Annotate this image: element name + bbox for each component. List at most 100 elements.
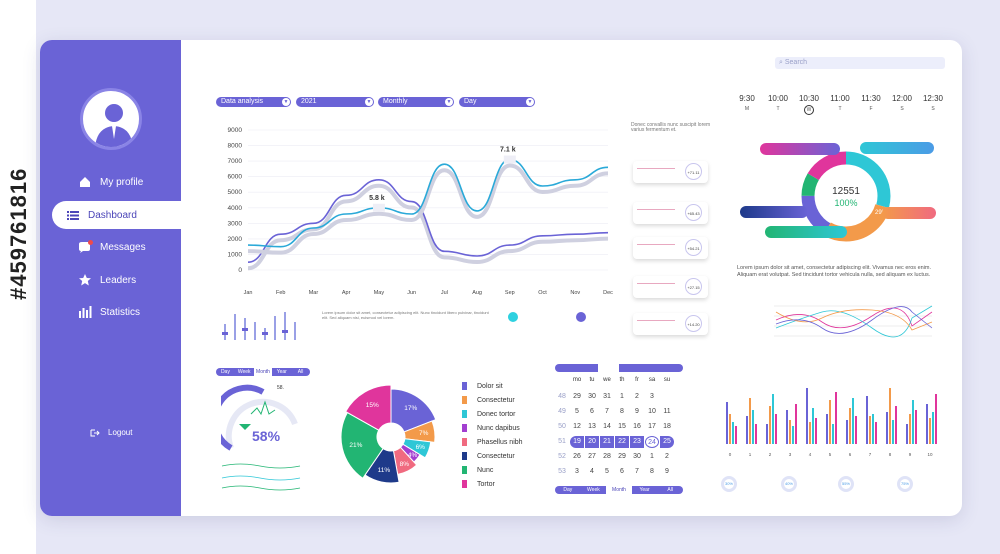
pie-slice-label: 21%: [349, 442, 362, 449]
calendar-day[interactable]: 24: [645, 436, 659, 448]
legend-item: Consectetur: [462, 452, 515, 460]
calendar-day[interactable]: 28: [603, 453, 611, 460]
sidebar-item-statistics[interactable]: Statistics: [40, 298, 181, 326]
tab-month[interactable]: Month: [606, 486, 632, 494]
calendar-day[interactable]: 30: [633, 453, 641, 460]
bar: [786, 410, 788, 444]
pie-chart: 17% 7% 6%4% 8% 11% 21% 15%: [340, 384, 437, 484]
calendar-day[interactable]: 25: [660, 436, 674, 448]
calendar-day[interactable]: 29: [573, 393, 581, 400]
time-slot[interactable]: 11:00 T: [830, 94, 850, 112]
tab-year[interactable]: Year: [639, 487, 650, 493]
search-input[interactable]: ⌕ Search: [775, 57, 945, 69]
calendar-day[interactable]: 9: [665, 468, 669, 475]
calendar-day[interactable]: 1: [650, 453, 654, 460]
bar: [729, 414, 731, 444]
y-tick-label: 0: [238, 267, 242, 274]
calendar-day[interactable]: 7: [605, 408, 609, 415]
bar: [889, 388, 891, 444]
kv-card[interactable]: +71.11: [633, 161, 708, 183]
tab-day[interactable]: Day: [220, 369, 230, 375]
calendar-day[interactable]: 1: [620, 393, 624, 400]
message-icon: [78, 240, 93, 254]
period-select[interactable]: Monthly ▼: [378, 97, 454, 107]
x-tick-label: Oct: [538, 290, 547, 296]
calendar-day[interactable]: 29: [618, 453, 626, 460]
x-tick-label: 8: [889, 452, 892, 457]
tab-year[interactable]: Year: [276, 369, 287, 375]
sidebar-item-dashboard[interactable]: Dashboard: [52, 201, 182, 229]
calendar-day[interactable]: 15: [618, 423, 626, 430]
calendar-day[interactable]: 8: [650, 468, 654, 475]
calendar-day[interactable]: 14: [603, 423, 611, 430]
calendar-day[interactable]: 5: [605, 468, 609, 475]
time-slot[interactable]: 12:30 S: [922, 94, 944, 112]
tab-all[interactable]: All: [297, 369, 304, 375]
time-slot[interactable]: 10:00 T: [767, 94, 789, 112]
calendar-weekday: su: [663, 377, 671, 383]
tab-month[interactable]: Month: [253, 368, 273, 376]
chevron-down-icon: ▼: [526, 98, 534, 106]
calendar-day[interactable]: 23: [630, 436, 644, 448]
time-slot[interactable]: 11:30 F: [861, 94, 881, 112]
calendar-day[interactable]: 5: [575, 408, 579, 415]
bar: [849, 408, 851, 444]
calendar-day[interactable]: 10: [648, 408, 656, 415]
sidebar-item-messages[interactable]: Messages: [40, 233, 181, 261]
bar: [909, 414, 911, 444]
calendar-day[interactable]: 21: [600, 436, 614, 448]
sidebar-item-leaders[interactable]: Leaders: [40, 266, 181, 294]
y-tick-label: 1000: [228, 251, 243, 258]
time-slot[interactable]: 9:30 M: [739, 94, 755, 112]
tab-day[interactable]: Day: [563, 487, 573, 493]
kv-card[interactable]: +27.15: [633, 276, 708, 298]
year-select[interactable]: 2021 ▼: [296, 97, 374, 107]
calendar-day[interactable]: 30: [588, 393, 596, 400]
calendar-weekday: sa: [648, 377, 656, 383]
calendar-day[interactable]: 18: [663, 423, 671, 430]
unit-select[interactable]: Day ▼: [459, 97, 535, 107]
calendar-day[interactable]: 19: [570, 436, 584, 448]
y-tick-label: 4000: [228, 205, 243, 212]
time-slot[interactable]: 10:30 W: [798, 94, 820, 115]
logout-button[interactable]: Logout: [90, 428, 132, 437]
avatar[interactable]: [80, 88, 142, 150]
sidebar-item-my-profile[interactable]: My profile: [40, 168, 181, 196]
calendar-day[interactable]: 2: [635, 393, 639, 400]
calendar-day[interactable]: 6: [590, 408, 594, 415]
x-tick-label: 10: [927, 452, 933, 457]
annotation-marker: [372, 203, 385, 212]
kv-card[interactable]: +54.21: [633, 237, 708, 259]
kv-card[interactable]: +65.43: [633, 202, 708, 224]
calendar-day[interactable]: 11: [663, 408, 671, 415]
bar: [926, 404, 928, 444]
pie-slice-label: 8%: [400, 461, 410, 468]
calendar-day[interactable]: 12: [573, 423, 581, 430]
calendar-day[interactable]: 20: [585, 436, 599, 448]
calendar-day[interactable]: 31: [603, 393, 611, 400]
analysis-select[interactable]: Data analysis ▼: [216, 97, 291, 107]
calendar-day[interactable]: 16: [633, 423, 641, 430]
calendar-day[interactable]: 3: [650, 393, 654, 400]
pie-slice-label: 15%: [366, 402, 379, 409]
calendar-day[interactable]: 22: [615, 436, 629, 448]
calendar-day[interactable]: 7: [635, 468, 639, 475]
time-slot[interactable]: 12:00 S: [891, 94, 913, 112]
calendar-day[interactable]: 3: [575, 468, 579, 475]
y-tick-label: 9000: [228, 127, 243, 134]
calendar-day[interactable]: 9: [635, 408, 639, 415]
calendar-day[interactable]: 27: [588, 453, 596, 460]
calendar-day[interactable]: 13: [588, 423, 596, 430]
calendar-day[interactable]: 4: [590, 468, 594, 475]
tab-all[interactable]: All: [667, 487, 673, 493]
kv-card[interactable]: +14.20: [633, 313, 708, 335]
legend-swatch: [462, 382, 467, 390]
calendar-day[interactable]: 6: [620, 468, 624, 475]
tab-week[interactable]: Week: [237, 369, 251, 375]
calendar-day[interactable]: 26: [573, 453, 581, 460]
calendar-day[interactable]: 8: [620, 408, 624, 415]
calendar-day[interactable]: 17: [648, 423, 656, 430]
tab-week[interactable]: Week: [587, 487, 600, 493]
bar: [766, 424, 768, 444]
calendar-day[interactable]: 2: [665, 453, 669, 460]
